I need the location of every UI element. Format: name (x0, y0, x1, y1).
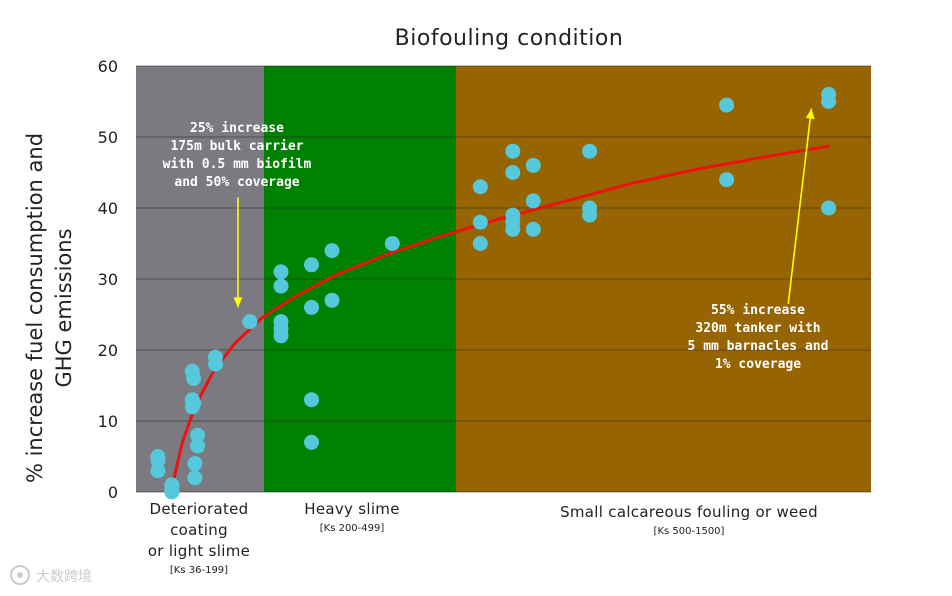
y-tick-label: 20 (98, 341, 118, 360)
annotation-line: 55% increase (711, 303, 805, 318)
data-point (472, 214, 488, 230)
annotation-line: 320m tanker with (695, 321, 820, 336)
data-point (184, 399, 200, 415)
annotation-line: 1% coverage (715, 357, 801, 372)
data-point (324, 292, 340, 308)
y-tick-label: 10 (98, 412, 118, 431)
category-label-heavy-slime: Heavy slime (304, 500, 400, 518)
y-tick-label: 30 (98, 270, 118, 289)
watermark: 大数跨境 (10, 565, 92, 585)
category-label-calcareous: Small calcareous fouling or weed (560, 503, 818, 521)
data-points (150, 86, 837, 500)
data-point (525, 221, 541, 237)
y-axis-title-line-1: % increase fuel consumption and (23, 133, 47, 483)
data-point (242, 314, 258, 330)
data-point (472, 236, 488, 251)
trend-line (168, 144, 831, 498)
data-point (821, 200, 837, 216)
data-point (304, 257, 319, 273)
annotations: 25% increase 175m bulk carrier with 0.5 mm… (163, 108, 829, 372)
data-point (719, 172, 735, 188)
y-axis: 0 10 20 30 40 50 60 (98, 57, 118, 502)
data-point (150, 463, 166, 479)
y-axis-title-line-2: GHG emissions (52, 228, 76, 387)
data-point (150, 452, 166, 468)
category-label-deteriorated: or light slime (148, 542, 250, 560)
category-ks-range-calcareous: [Ks 500-1500] (654, 526, 725, 537)
annotation-line: 5 mm barnacles and (688, 339, 829, 354)
watermark-logo-icon (10, 565, 30, 585)
category-ks-range-heavy-slime: [Ks 200-499] (320, 523, 385, 534)
data-point (505, 143, 521, 159)
category-label-deteriorated: coating (170, 521, 228, 539)
data-point (324, 243, 340, 259)
data-point (304, 434, 319, 450)
data-point (187, 470, 203, 486)
annotation-tanker: 55% increase 320m tanker with 5 mm barnacl… (688, 108, 829, 372)
watermark-text: 大数跨境 (36, 569, 92, 585)
annotation-line: with 0.5 mm biofilm (163, 157, 312, 172)
data-point (719, 97, 735, 113)
data-point (582, 207, 598, 223)
annotation-line: 175m bulk carrier (170, 139, 303, 154)
annotation-line: 25% increase (190, 121, 284, 136)
data-point (273, 264, 289, 280)
data-point (505, 221, 521, 237)
data-point (304, 299, 319, 315)
trend-curve (168, 144, 831, 498)
data-point (304, 392, 319, 408)
annotation-line: and 50% coverage (174, 175, 299, 190)
annotation-arrow (787, 108, 813, 304)
data-point (273, 278, 289, 294)
category-ks-range-deteriorated: [Ks 36-199] (170, 565, 228, 576)
data-point (582, 143, 598, 159)
data-point (186, 370, 202, 386)
data-point (187, 456, 203, 472)
data-point (273, 328, 289, 344)
y-axis-title: % increase fuel consumption and GHG emis… (23, 133, 76, 483)
y-tick-label: 40 (98, 199, 118, 218)
data-point (821, 94, 837, 109)
data-point (505, 165, 521, 180)
gridlines (136, 65, 871, 493)
annotation-bulk-carrier: 25% increase 175m bulk carrier with 0.5 mm… (163, 121, 312, 308)
data-point (525, 157, 541, 173)
annotation-arrowhead-icon (233, 297, 243, 308)
data-point (208, 356, 223, 372)
watermark-logo-icon-inner (17, 572, 23, 578)
data-point (190, 427, 206, 443)
data-point (525, 193, 541, 209)
y-tick-label: 60 (98, 57, 118, 76)
annotation-arrowhead-icon (805, 108, 815, 120)
x-axis-categories: Deteriorated coating or light slime [Ks 36-… (148, 500, 818, 576)
chart-title: Biofouling condition (395, 26, 624, 51)
category-label-deteriorated: Deteriorated (150, 500, 249, 518)
y-tick-label: 0 (108, 483, 118, 502)
data-point (472, 179, 488, 195)
y-tick-label: 50 (98, 128, 118, 147)
data-point (190, 438, 206, 454)
data-point (384, 236, 400, 251)
data-point (164, 484, 180, 500)
